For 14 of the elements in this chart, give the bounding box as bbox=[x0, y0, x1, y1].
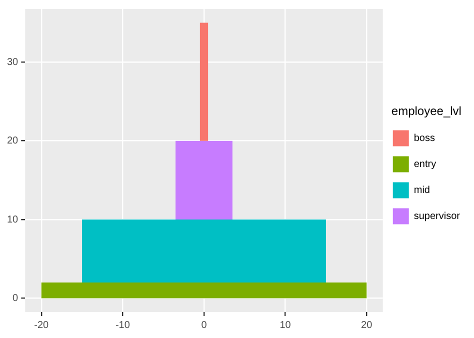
legend-label: mid bbox=[414, 184, 430, 196]
legend-label: entry bbox=[414, 158, 436, 170]
legend-label: supervisor bbox=[414, 210, 461, 222]
x-tick-label: 20 bbox=[361, 320, 373, 331]
y-tick-label: 20 bbox=[7, 136, 19, 147]
x-tick-label: 0 bbox=[201, 320, 208, 331]
legend-title: employee_lvl bbox=[391, 104, 462, 118]
x-tick-label: -10 bbox=[115, 320, 130, 331]
legend-label: boss bbox=[414, 132, 435, 144]
x-tick-label: 10 bbox=[280, 320, 292, 331]
y-tick-label: 30 bbox=[7, 56, 19, 68]
y-tick-label: 0 bbox=[12, 292, 19, 304]
y-tick-label: 10 bbox=[7, 214, 19, 226]
x-tick-label: -20 bbox=[34, 320, 50, 331]
